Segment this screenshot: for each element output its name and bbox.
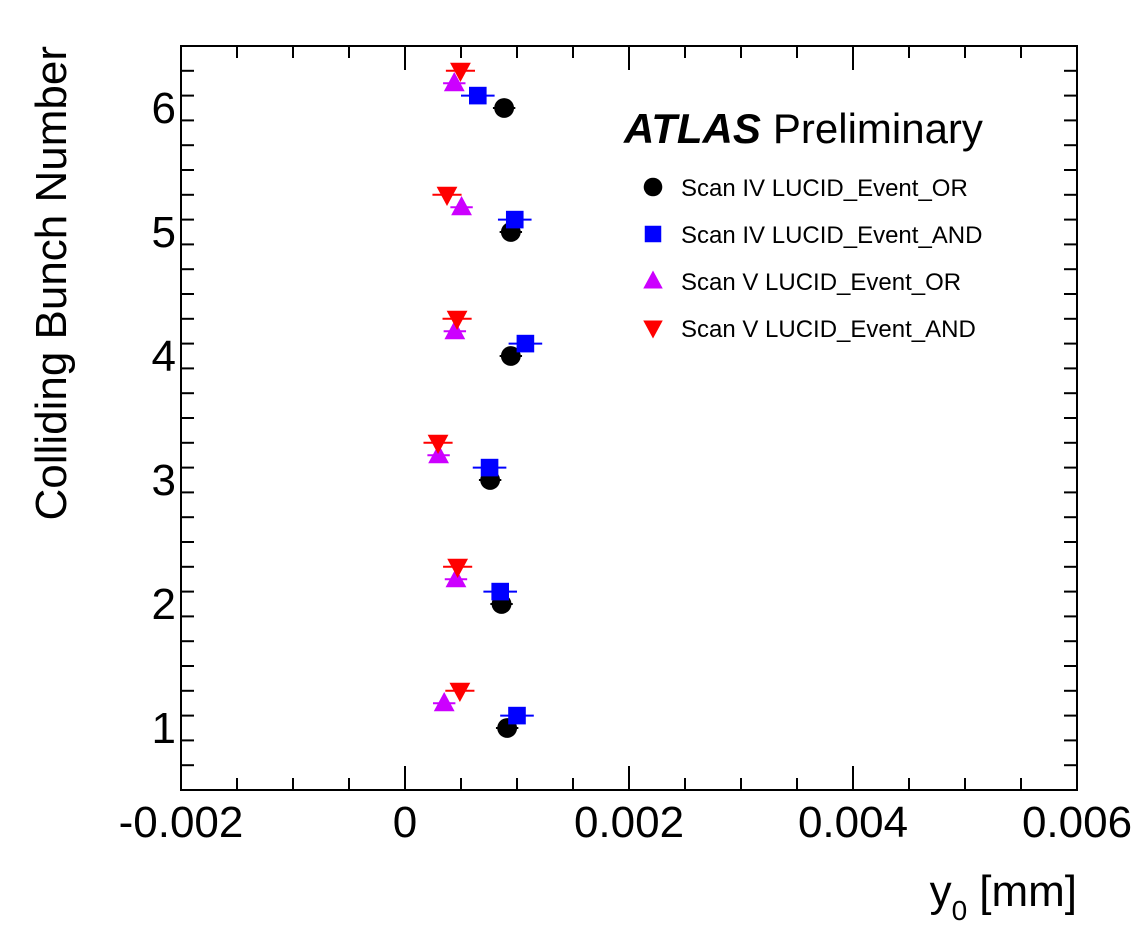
data-point — [449, 682, 471, 702]
data-point — [433, 692, 455, 712]
data-point — [428, 444, 449, 464]
x-axis-title-symbol: y — [930, 867, 952, 916]
data-point — [427, 434, 449, 454]
x-tick-label: 0 — [393, 798, 417, 847]
y-axis-title: Colliding Bunch Number — [27, 46, 76, 520]
series-square — [461, 86, 543, 725]
y-tick-label: 2 — [152, 580, 176, 629]
axis-ticks — [180, 45, 1078, 791]
data-point — [444, 320, 466, 340]
legend-label: Scan IV LUCID_Event_OR — [681, 175, 968, 202]
legend-marker — [643, 177, 663, 197]
legend-label: Scan IV LUCID_Event_AND — [681, 222, 982, 249]
x-tick-label: 0.002 — [574, 798, 684, 847]
atlas-label: ATLAS Preliminary — [623, 105, 983, 152]
x-axis-title-unit: [mm] — [979, 867, 1077, 916]
y-tick-label: 4 — [152, 332, 176, 381]
data-point — [505, 210, 524, 229]
series-circle — [478, 98, 523, 738]
data-point — [450, 62, 471, 82]
y-tick-label: 1 — [152, 704, 176, 753]
data-point — [447, 558, 469, 578]
x-tick-label: 0.004 — [798, 798, 908, 847]
data-point — [469, 86, 487, 105]
data-point — [446, 310, 468, 330]
x-axis-title: y0 [mm] — [930, 867, 1077, 926]
atlas-label-bold: ATLAS — [623, 105, 761, 152]
data-point — [508, 706, 526, 725]
data-point — [445, 568, 467, 588]
y-tick-label: 3 — [152, 456, 176, 505]
x-tick-label: -0.002 — [119, 798, 244, 847]
data-point — [480, 458, 499, 477]
y-tick-label: 6 — [152, 84, 176, 133]
data-point — [436, 186, 458, 206]
legend: Scan IV LUCID_Event_OR Scan IV LUCID_Even… — [643, 175, 982, 343]
data-point — [516, 334, 535, 353]
data-point — [451, 196, 472, 216]
legend-marker — [643, 320, 663, 339]
plot-frame — [180, 45, 1078, 791]
series-triangle-up — [427, 72, 473, 712]
x-axis-title-subscript: 0 — [952, 895, 968, 926]
x-tick-labels: -0.002 0 0.002 0.004 0.006 — [119, 798, 1132, 847]
atlas-label-preliminary: Preliminary — [773, 105, 983, 152]
data-point — [500, 346, 521, 366]
data-series — [423, 62, 543, 738]
legend-marker — [644, 225, 662, 243]
series-triangle-down — [423, 62, 475, 702]
data-point — [491, 582, 509, 601]
y-tick-labels: 1 2 3 4 5 6 — [152, 84, 176, 753]
legend-marker — [643, 270, 663, 289]
data-point — [443, 72, 465, 92]
data-point — [494, 98, 515, 118]
y-tick-label: 5 — [152, 208, 176, 257]
legend-label: Scan V LUCID_Event_OR — [681, 269, 961, 296]
x-tick-label: 0.006 — [1022, 798, 1132, 847]
legend-label: Scan V LUCID_Event_AND — [681, 316, 976, 343]
